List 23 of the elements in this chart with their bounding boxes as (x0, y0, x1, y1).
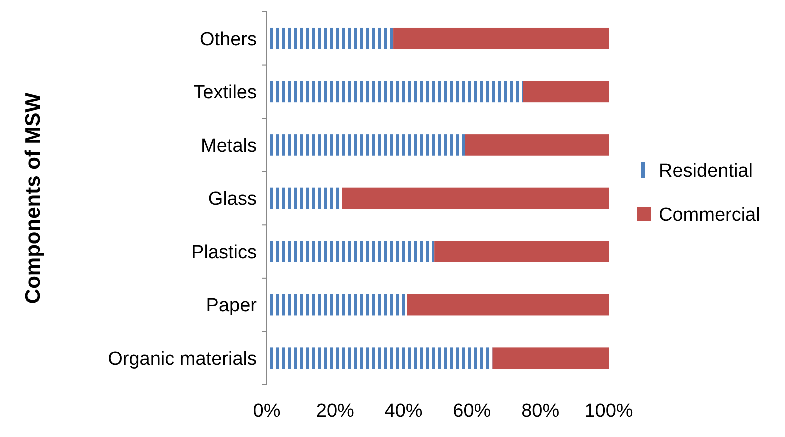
x-tick-label: 0% (253, 401, 281, 422)
bar (465, 134, 609, 156)
legend-label: Commercial (659, 205, 760, 226)
y-tick-label: Others (200, 29, 257, 50)
text: Residential (659, 161, 753, 182)
bar (342, 188, 609, 210)
x-tick-label: 80% (522, 401, 560, 422)
bar (524, 81, 609, 103)
bar (492, 348, 609, 370)
y-tick-label: Metals (201, 136, 257, 157)
x-tick-label: 40% (384, 401, 423, 422)
y-tick-label: Textiles (194, 82, 257, 104)
x-tick-label: 100% (584, 401, 634, 422)
bar (407, 294, 609, 316)
y-tick-label: Plastics (192, 242, 257, 264)
y-tick-label: Glass (208, 189, 257, 210)
bar (394, 28, 609, 50)
x-tick-label: 20% (316, 401, 355, 422)
bar (434, 241, 609, 262)
y-tick-label: Organic materials (108, 349, 257, 370)
y-tick-label: Paper (206, 296, 258, 317)
x-tick-label: 60% (453, 401, 492, 422)
y-axis-title: Components of MSW (22, 92, 45, 304)
